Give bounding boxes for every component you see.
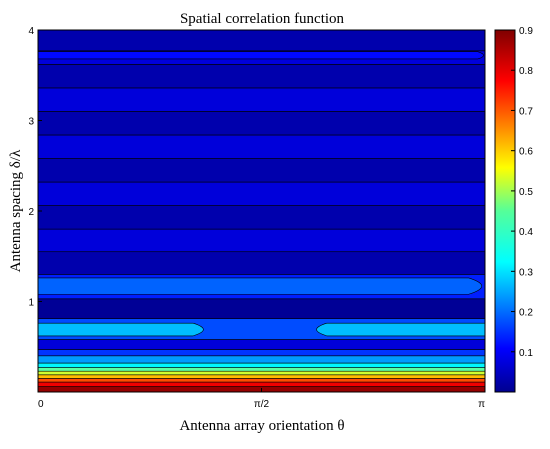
colorbar-tick-label-4: 0.5 — [519, 187, 533, 198]
x-tick-label-1: π/2 — [254, 399, 270, 410]
contour-band-13 — [38, 251, 485, 275]
contour-band-4 — [38, 370, 485, 376]
colorbar — [494, 29, 516, 393]
x-axis-label: Antenna array orientation θ — [179, 418, 344, 434]
contour-band-19 — [38, 111, 485, 136]
contour-band-15 — [38, 205, 485, 230]
colorbar-tick-label-1: 0.2 — [519, 308, 533, 319]
x-tick-label-0: 0 — [38, 399, 44, 410]
y-axis-ticks: 1 2 3 4 — [28, 26, 42, 309]
colorbar-tick-label-8: 0.9 — [519, 26, 533, 37]
contour-band-18 — [38, 134, 485, 159]
contour-band-8 — [38, 349, 485, 357]
contour-lobe-left-0.6 — [38, 322, 204, 337]
y-tick-label-3: 4 — [28, 26, 34, 37]
contour-band-1 — [38, 381, 485, 387]
x-axis-ticks: 0 π/2 π — [37, 388, 486, 410]
y-axis-label: Antenna spacing δ/λ — [8, 149, 24, 272]
contour-band-23 — [38, 30, 485, 52]
colorbar-tick-label-5: 0.6 — [519, 147, 533, 158]
contour-band-17 — [38, 158, 485, 183]
x-tick-label-2: π — [478, 399, 485, 410]
contour-lobe-1.15 — [38, 277, 483, 295]
y-tick-label-0: 1 — [28, 298, 34, 309]
contour-band-5 — [38, 367, 485, 372]
contour-band-20 — [38, 87, 485, 112]
contour-band-6 — [38, 362, 485, 368]
contour-band-3 — [38, 374, 485, 379]
contour-band-14 — [38, 228, 485, 253]
colorbar-tick-label-2: 0.3 — [519, 267, 533, 278]
colorbar-tick-label-7: 0.8 — [519, 66, 533, 77]
colorbar-ticks: 0.1 0.2 0.3 0.4 0.5 0.6 0.7 0.8 0.9 — [511, 26, 533, 359]
contour-band-7 — [38, 355, 485, 364]
colorbar-tick-label-0: 0.1 — [519, 348, 533, 359]
plot-area — [38, 30, 485, 392]
contour-band-16 — [38, 181, 485, 206]
contour-lobe-3.7 — [38, 51, 484, 60]
chart-title: Spatial correlation function — [180, 11, 345, 27]
colorbar-tick-label-3: 0.4 — [519, 227, 533, 238]
contour-lobe-right-0.6 — [316, 322, 485, 337]
y-tick-label-1: 2 — [28, 207, 34, 218]
contour-band-9 — [38, 339, 485, 350]
y-tick-label-2: 3 — [28, 117, 34, 128]
contour-band-11 — [38, 298, 485, 319]
colorbar-tick-label-6: 0.7 — [519, 106, 533, 117]
contour-band-21 — [38, 64, 485, 89]
contour-band-2 — [38, 378, 485, 383]
